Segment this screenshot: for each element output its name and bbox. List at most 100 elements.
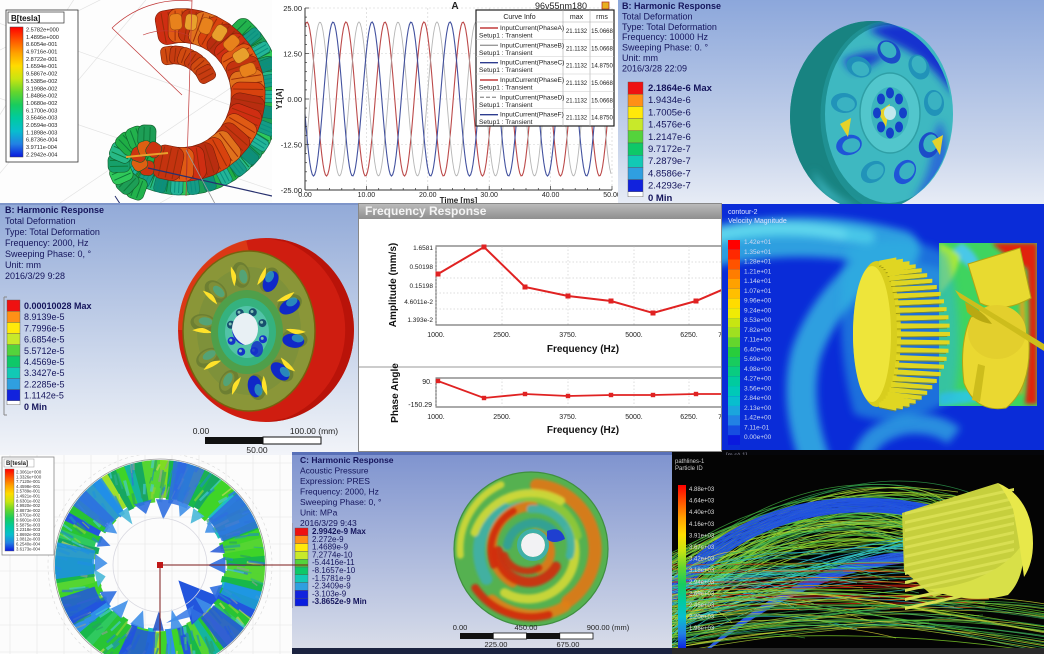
svg-text:21.1132: 21.1132 bbox=[566, 64, 588, 70]
svg-text:1.42e+01: 1.42e+01 bbox=[744, 239, 772, 246]
svg-text:InputCurrent(PhaseD): InputCurrent(PhaseD) bbox=[500, 94, 565, 101]
svg-text:0 Min: 0 Min bbox=[24, 402, 47, 412]
svg-text:Setup1 : Transient: Setup1 : Transient bbox=[479, 33, 533, 40]
svg-text:1.2147e-6: 1.2147e-6 bbox=[648, 132, 691, 143]
svg-text:2.9942e-9 Max: 2.9942e-9 Max bbox=[312, 527, 366, 536]
svg-text:7.2879e-7: 7.2879e-7 bbox=[648, 156, 691, 167]
svg-text:9.96e+00: 9.96e+00 bbox=[744, 298, 772, 305]
svg-text:InputCurrent(PhaseC): InputCurrent(PhaseC) bbox=[500, 60, 565, 67]
svg-text:21.1132: 21.1132 bbox=[566, 29, 588, 35]
svg-text:5.5875e-003: 5.5875e-003 bbox=[16, 522, 41, 527]
svg-text:50.00: 50.00 bbox=[603, 192, 618, 199]
svg-text:Acoustic Pressure: Acoustic Pressure bbox=[300, 466, 369, 476]
svg-text:0.00010028 Max: 0.00010028 Max bbox=[24, 301, 92, 311]
svg-text:3.56e+00: 3.56e+00 bbox=[744, 385, 772, 392]
svg-text:675.00: 675.00 bbox=[557, 640, 580, 649]
svg-text:Y1[A]: Y1[A] bbox=[275, 88, 284, 109]
svg-text:1.07e+01: 1.07e+01 bbox=[744, 288, 772, 295]
svg-text:2.69e+03: 2.69e+03 bbox=[689, 591, 715, 597]
svg-text:5.5385e-002: 5.5385e-002 bbox=[26, 79, 57, 85]
svg-text:5.5712e-5: 5.5712e-5 bbox=[24, 346, 65, 356]
svg-text:1.4921e-001: 1.4921e-001 bbox=[16, 494, 41, 499]
svg-text:InputCurrent(PhaseB): InputCurrent(PhaseB) bbox=[500, 42, 564, 49]
svg-text:Velocity Magnitude: Velocity Magnitude bbox=[728, 218, 787, 225]
svg-text:1.6701e-002: 1.6701e-002 bbox=[16, 513, 41, 518]
svg-text:1.35e+01: 1.35e+01 bbox=[744, 249, 772, 256]
svg-text:30.00: 30.00 bbox=[480, 192, 498, 199]
svg-text:-8.1657e-10: -8.1657e-10 bbox=[312, 566, 356, 575]
svg-text:8.6301e-002: 8.6301e-002 bbox=[16, 498, 41, 503]
svg-text:0.15198: 0.15198 bbox=[410, 283, 434, 290]
svg-text:0 Min: 0 Min bbox=[648, 193, 672, 204]
svg-text:-2.3409e-9: -2.3409e-9 bbox=[312, 582, 351, 591]
svg-text:0.00: 0.00 bbox=[193, 426, 210, 436]
svg-text:225.00: 225.00 bbox=[485, 640, 508, 649]
svg-text:21.1132: 21.1132 bbox=[566, 116, 588, 122]
svg-text:3.2318e-003: 3.2318e-003 bbox=[16, 527, 41, 532]
svg-text:9.24e+00: 9.24e+00 bbox=[744, 307, 772, 314]
svg-text:6.2540e-004: 6.2540e-004 bbox=[16, 542, 41, 547]
svg-text:1000.: 1000. bbox=[427, 414, 445, 421]
svg-text:-12.50: -12.50 bbox=[281, 141, 302, 150]
svg-text:3.67e+03: 3.67e+03 bbox=[689, 545, 715, 551]
svg-text:2500.: 2500. bbox=[493, 332, 511, 339]
svg-text:Setup1 : Transient: Setup1 : Transient bbox=[479, 50, 533, 57]
svg-text:21.1132: 21.1132 bbox=[566, 81, 588, 87]
svg-text:B: Harmonic Response: B: Harmonic Response bbox=[5, 205, 104, 215]
svg-text:750: 750 bbox=[718, 332, 722, 339]
svg-text:2.94e+03: 2.94e+03 bbox=[689, 580, 715, 586]
svg-text:9.6601e-003: 9.6601e-003 bbox=[16, 518, 41, 523]
svg-text:2.2942e-004: 2.2942e-004 bbox=[26, 152, 57, 158]
svg-text:15.0668: 15.0668 bbox=[591, 29, 613, 35]
svg-text:-3.8652e-9 Min: -3.8652e-9 Min bbox=[312, 597, 367, 606]
svg-text:5.69e+00: 5.69e+00 bbox=[744, 356, 772, 363]
svg-text:2500.: 2500. bbox=[493, 414, 511, 421]
svg-text:Amplitude (mm/s): Amplitude (mm/s) bbox=[388, 243, 399, 327]
svg-text:InputCurrent(PhaseF): InputCurrent(PhaseF) bbox=[500, 112, 564, 119]
svg-text:4.8586e-7: 4.8586e-7 bbox=[648, 168, 691, 179]
svg-text:1.9434e-6: 1.9434e-6 bbox=[648, 95, 691, 106]
svg-text:7.82e+00: 7.82e+00 bbox=[744, 327, 772, 334]
svg-text:3750.: 3750. bbox=[559, 332, 577, 339]
svg-text:21.1132: 21.1132 bbox=[566, 46, 588, 52]
svg-text:2.0594e-003: 2.0594e-003 bbox=[26, 123, 57, 129]
svg-text:1.6594e-001: 1.6594e-001 bbox=[26, 64, 57, 70]
svg-text:4.27e+00: 4.27e+00 bbox=[744, 376, 772, 383]
svg-text:2.1864e-6 Max: 2.1864e-6 Max bbox=[648, 83, 713, 94]
svg-text:7.2774e-10: 7.2774e-10 bbox=[312, 550, 353, 559]
svg-text:1.7005e-6: 1.7005e-6 bbox=[648, 107, 691, 118]
svg-text:InputCurrent(PhaseA): InputCurrent(PhaseA) bbox=[500, 25, 564, 32]
svg-text:2016/3/29 9:28: 2016/3/29 9:28 bbox=[5, 271, 65, 281]
svg-text:Frequency (Hz): Frequency (Hz) bbox=[547, 425, 619, 436]
svg-text:1.3326e+000: 1.3326e+000 bbox=[16, 474, 42, 479]
svg-text:2.20e+03: 2.20e+03 bbox=[689, 615, 715, 621]
svg-text:50.00: 50.00 bbox=[246, 445, 268, 455]
svg-text:Frequency Response: Frequency Response bbox=[365, 204, 487, 218]
svg-text:2.5782e+000: 2.5782e+000 bbox=[26, 28, 59, 34]
svg-text:-5.4416e-11: -5.4416e-11 bbox=[312, 558, 355, 567]
svg-text:3.6173e-004: 3.6173e-004 bbox=[16, 546, 41, 551]
svg-text:2.2285e-5: 2.2285e-5 bbox=[24, 379, 65, 389]
svg-text:8.9139e-5: 8.9139e-5 bbox=[24, 312, 65, 322]
svg-text:0.00e+00: 0.00e+00 bbox=[744, 434, 772, 441]
svg-text:1.4895e+000: 1.4895e+000 bbox=[26, 35, 59, 41]
svg-text:25.00: 25.00 bbox=[283, 4, 302, 13]
svg-text:2.5789e-001: 2.5789e-001 bbox=[16, 489, 41, 494]
svg-text:-1.5781e-9: -1.5781e-9 bbox=[312, 574, 351, 583]
svg-text:2.4293e-7: 2.4293e-7 bbox=[648, 181, 691, 192]
svg-text:2.45e+03: 2.45e+03 bbox=[689, 603, 715, 609]
svg-text:max: max bbox=[570, 14, 584, 21]
svg-text:Curve Info: Curve Info bbox=[503, 14, 535, 21]
svg-text:6.8736e-004: 6.8736e-004 bbox=[26, 138, 57, 144]
svg-text:9.7172e-7: 9.7172e-7 bbox=[648, 144, 691, 155]
svg-text:2.3061e+000: 2.3061e+000 bbox=[16, 470, 42, 475]
svg-text:1.6581: 1.6581 bbox=[413, 245, 433, 252]
svg-text:3750.: 3750. bbox=[559, 414, 577, 421]
svg-text:A: A bbox=[451, 1, 458, 12]
svg-text:1.0812e-003: 1.0812e-003 bbox=[16, 537, 41, 542]
svg-text:Time [ms]: Time [ms] bbox=[440, 196, 478, 203]
svg-text:20.00: 20.00 bbox=[419, 192, 437, 199]
svg-text:Frequency (Hz): Frequency (Hz) bbox=[547, 344, 619, 355]
svg-text:2.84e+00: 2.84e+00 bbox=[744, 395, 772, 402]
svg-text:3.3427e-5: 3.3427e-5 bbox=[24, 368, 65, 378]
